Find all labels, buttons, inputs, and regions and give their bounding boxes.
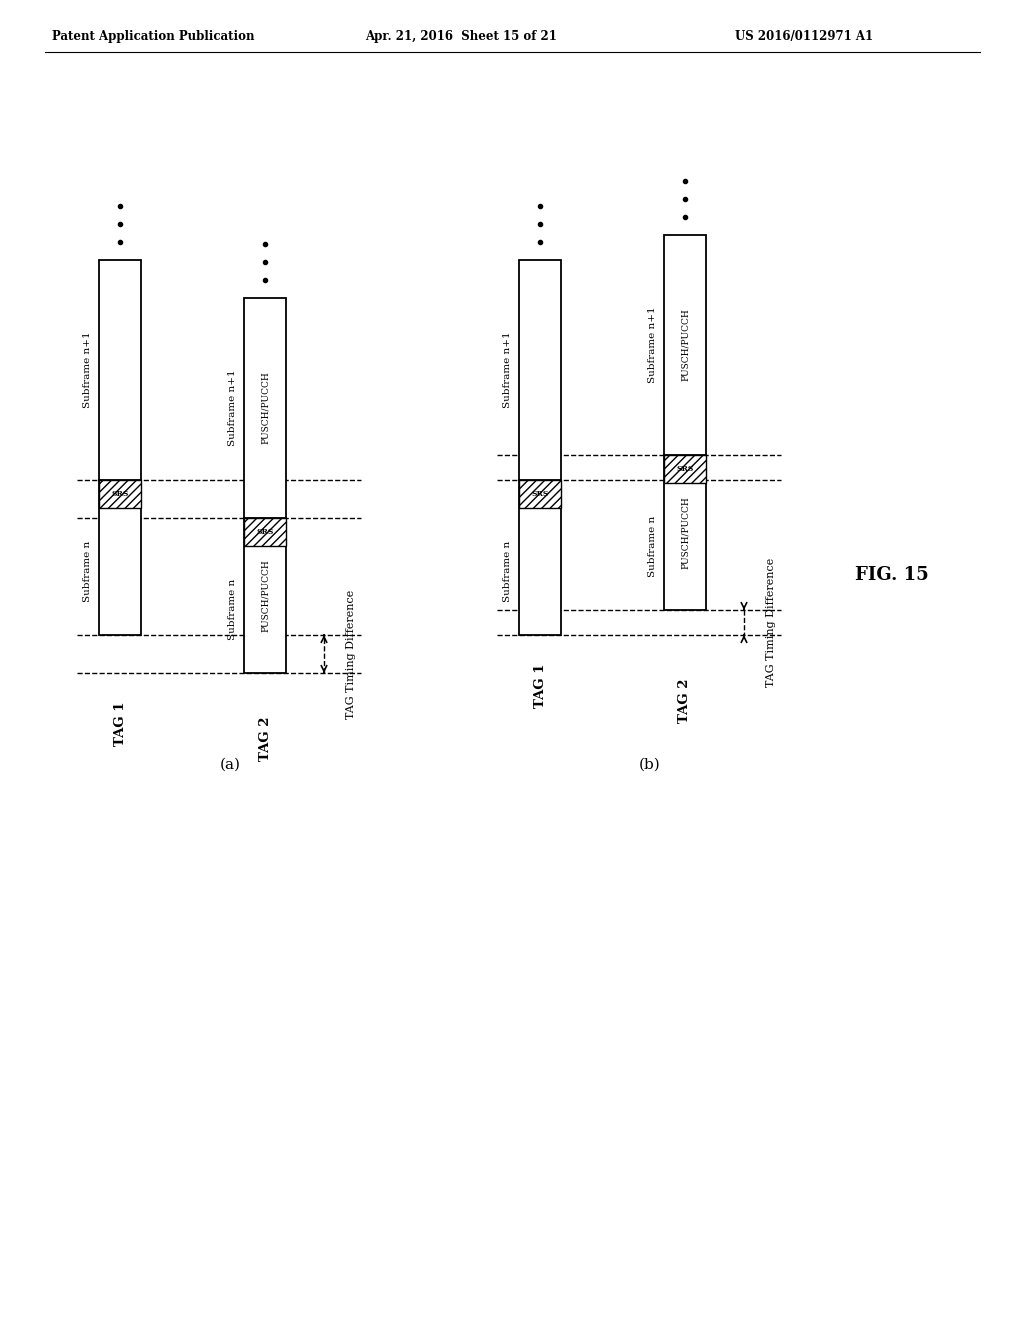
Bar [244,517,286,673]
Text: Subframe n: Subframe n [648,516,657,577]
Text: PUSCH/PUCCH: PUSCH/PUCCH [260,372,269,445]
Text: TAG Timing Difference: TAG Timing Difference [346,589,356,718]
Text: PUSCH/PUCCH: PUSCH/PUCCH [681,309,689,381]
Text: Subframe n+1: Subframe n+1 [648,306,657,383]
Text: TAG 1: TAG 1 [114,701,127,746]
Text: Subframe n+1: Subframe n+1 [83,331,92,408]
Text: Apr. 21, 2016  Sheet 15 of 21: Apr. 21, 2016 Sheet 15 of 21 [365,30,557,44]
Text: Subframe n: Subframe n [228,579,237,640]
Bar [244,298,286,517]
Text: TAG 2: TAG 2 [258,715,271,760]
Text: SRS: SRS [256,528,273,536]
Text: PUSCH/PUCCH: PUSCH/PUCCH [681,496,689,569]
Bar [519,480,561,635]
Bar [244,517,286,546]
Text: TAG Timing Difference: TAG Timing Difference [766,558,776,688]
Bar [664,455,706,483]
Text: SRS: SRS [112,490,129,498]
Text: SRS: SRS [531,490,549,498]
Bar [99,480,141,508]
Text: Subframe n+1: Subframe n+1 [228,370,237,446]
Text: FIG. 15: FIG. 15 [855,566,929,583]
Text: Patent Application Publication: Patent Application Publication [52,30,255,44]
Bar [664,235,706,455]
Text: SRS: SRS [676,465,693,473]
Text: Subframe n: Subframe n [83,541,92,602]
Text: TAG 2: TAG 2 [679,678,691,722]
Text: Subframe n: Subframe n [503,541,512,602]
Text: (a): (a) [219,758,241,772]
Bar [99,260,141,480]
Bar [519,260,561,480]
Bar [519,480,561,508]
Bar [99,480,141,635]
Text: TAG 1: TAG 1 [534,663,547,708]
Text: Subframe n+1: Subframe n+1 [503,331,512,408]
Text: US 2016/0112971 A1: US 2016/0112971 A1 [735,30,873,44]
Text: (b): (b) [639,758,660,772]
Text: PUSCH/PUCCH: PUSCH/PUCCH [260,560,269,632]
Bar [664,455,706,610]
